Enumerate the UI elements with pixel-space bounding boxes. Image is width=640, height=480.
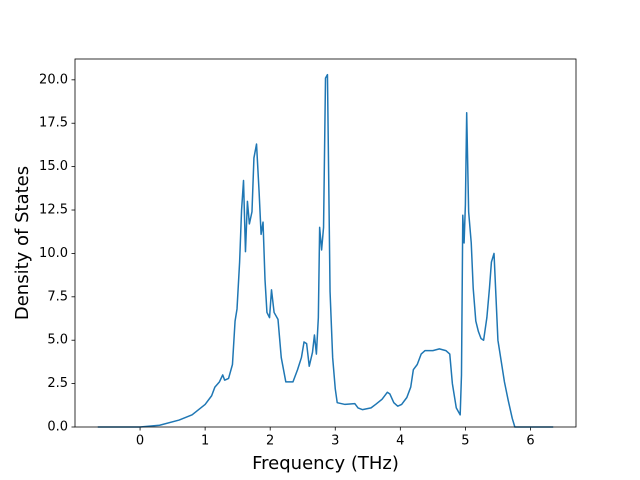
x-tick-label: 4 bbox=[396, 434, 404, 449]
y-tick-label: 20.0 bbox=[39, 72, 68, 87]
x-tick-label: 0 bbox=[136, 434, 144, 449]
y-tick-label: 17.5 bbox=[39, 116, 68, 131]
x-tick-label: 1 bbox=[201, 434, 209, 449]
line bbox=[97, 73, 554, 428]
plot-frame bbox=[74, 58, 577, 428]
y-tick-label: 7.5 bbox=[47, 289, 68, 304]
y-tick-label: 10.0 bbox=[39, 246, 68, 261]
y-tick-label: 2.5 bbox=[47, 376, 68, 391]
y-tick-label: 15.0 bbox=[39, 159, 68, 174]
x-tick-label: 3 bbox=[331, 434, 339, 449]
x-tick-label: 5 bbox=[461, 434, 469, 449]
y-axis-label: Density of States bbox=[12, 166, 33, 320]
x-tick-label: 2 bbox=[266, 434, 274, 449]
y-tick-label: 0.0 bbox=[47, 420, 68, 435]
y-tick-label: 12.5 bbox=[39, 203, 68, 218]
x-tick-label: 6 bbox=[526, 434, 534, 449]
y-tick-label: 5.0 bbox=[47, 333, 68, 348]
x-axis-label: Frequency (THz) bbox=[252, 453, 399, 474]
